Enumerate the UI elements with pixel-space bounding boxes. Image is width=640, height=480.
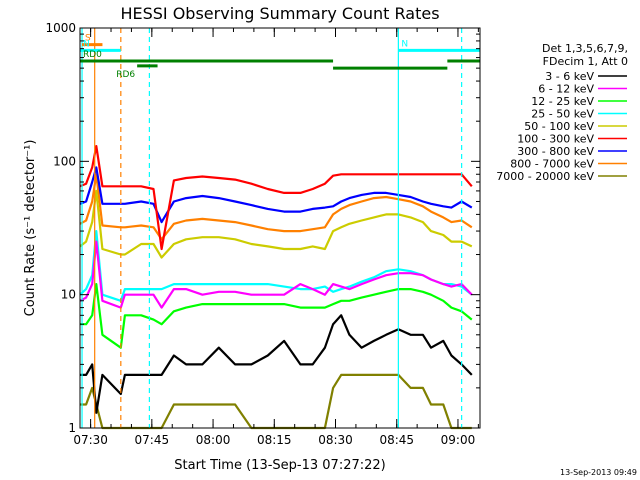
- legend-label: 25 - 50 keV: [531, 108, 594, 121]
- series-line-3: [79, 230, 473, 302]
- y-tick-label: 10: [61, 288, 76, 302]
- state-marker-label-1: N: [83, 39, 90, 49]
- legend-label: 6 - 12 keV: [538, 83, 594, 96]
- x-tick-label: 07:45: [135, 433, 170, 447]
- series-line-7: [79, 173, 473, 241]
- legend-label: 100 - 300 keV: [517, 133, 594, 146]
- chart-title: HESSI Observing Summary Count Rates: [120, 4, 439, 23]
- x-tick-label: 08:30: [318, 433, 353, 447]
- legend-label: 12 - 25 keV: [531, 95, 594, 108]
- series-line-2: [80, 283, 473, 349]
- x-axis-label: Start Time (13-Sep-13 07:27:22): [174, 458, 385, 473]
- y-tick-label: 1000: [45, 21, 76, 35]
- legend-label: 800 - 7000 keV: [510, 158, 594, 171]
- plot-frame: [79, 27, 481, 429]
- y-tick-label: 1: [68, 421, 76, 435]
- x-tick-label: 08:00: [196, 433, 231, 447]
- state-marker-label-0: S: [85, 34, 91, 44]
- legend-label: 50 - 100 keV: [524, 120, 594, 133]
- legend-label: 300 - 800 keV: [517, 145, 594, 158]
- x-tick-label: 09:00: [441, 433, 476, 447]
- series-line-4: [79, 189, 473, 259]
- timestamp-label: 13-Sep-2013 09:49: [560, 468, 637, 477]
- axes-layer: 1 10 100 1000 07:30 07:45 08:00 08:15 08:30 08:45…: [45, 21, 481, 447]
- state-marker-label-3: RD0: [83, 50, 102, 60]
- state-marker-label-2: N: [401, 39, 408, 49]
- series-line-6: [79, 166, 473, 224]
- y-axis-label: Count Rate (s⁻¹ detector⁻¹): [23, 140, 38, 317]
- y-tick-label: 100: [53, 154, 76, 168]
- x-tick-label: 08:15: [257, 433, 292, 447]
- legend-header-line-2: FDecim 1, Att 0: [543, 55, 628, 68]
- series-line-5: [79, 145, 473, 251]
- state-marker-label-4: RD6: [116, 70, 135, 80]
- series-line-1: [79, 240, 473, 309]
- legend-label: 7000 - 20000 keV: [496, 170, 594, 183]
- legend-header-line-1: Det 1,3,5,6,7,9,: [542, 42, 628, 55]
- legend-label: 3 - 6 keV: [545, 70, 594, 83]
- x-tick-label: 07:30: [73, 433, 108, 447]
- x-tick-label: 08:45: [379, 433, 414, 447]
- series-line-0: [80, 314, 473, 414]
